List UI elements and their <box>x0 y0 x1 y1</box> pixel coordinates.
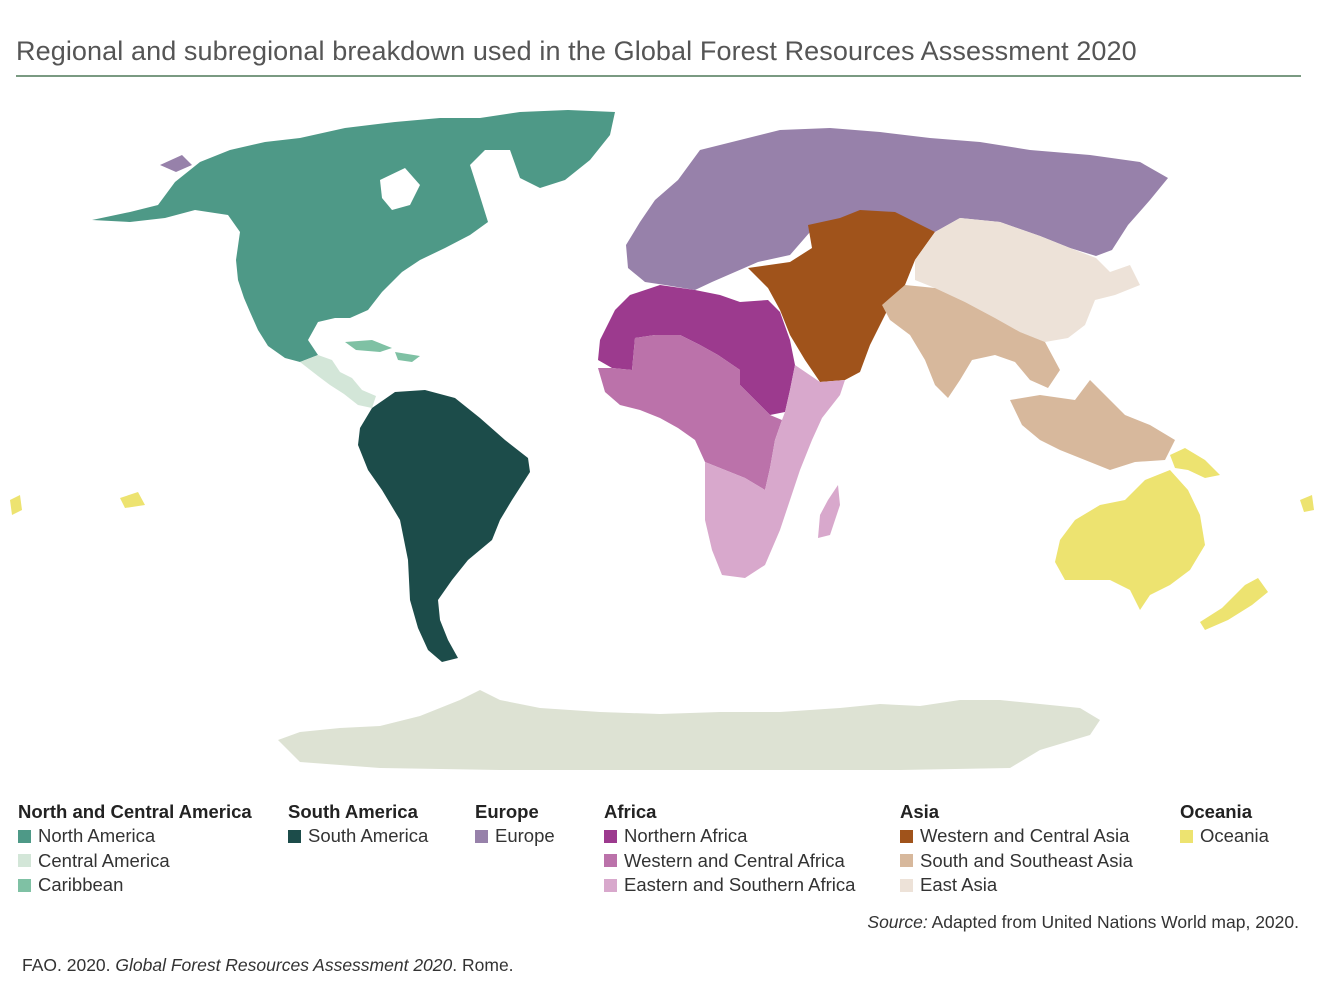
region-madagascar <box>818 485 840 538</box>
legend-heading: North and Central America <box>18 801 252 822</box>
legend-item: South America <box>288 824 428 849</box>
legend-heading: Europe <box>475 801 539 822</box>
world-map <box>10 110 1314 770</box>
legend-swatch <box>604 829 617 843</box>
legend-swatch <box>1180 829 1193 843</box>
legend-heading: Asia <box>900 801 940 822</box>
legend-item: Oceania <box>1180 824 1269 849</box>
legend-heading: Africa <box>604 801 657 822</box>
title-divider <box>16 75 1301 77</box>
legend-item: Western and Central Africa <box>604 849 855 874</box>
source-text: Adapted from United Nations World map, 2… <box>927 912 1299 932</box>
source-label: Source: <box>867 912 928 932</box>
region-east-asia <box>915 218 1140 342</box>
region-northern-africa <box>598 285 795 415</box>
legend-heading: Oceania <box>1180 801 1252 822</box>
region-new-guinea <box>1170 448 1220 478</box>
legend-swatch <box>604 878 617 892</box>
region-new-zealand <box>1200 578 1268 630</box>
legend-item: Western and Central Asia <box>900 824 1133 849</box>
legend-item: East Asia <box>900 873 1133 898</box>
region-south-america <box>358 390 530 662</box>
legend-item: North America <box>18 824 252 849</box>
legend-swatch <box>288 829 301 843</box>
citation-title: Global Forest Resources Assessment 2020 <box>115 955 453 975</box>
region-caribbean <box>345 340 392 352</box>
region-western-central-africa <box>598 335 782 490</box>
region-chukotka <box>160 155 192 172</box>
legend-group-europe: Europe Europe <box>475 800 555 849</box>
legend-group-oceania: Oceania Oceania <box>1180 800 1269 849</box>
citation: FAO. 2020. Global Forest Resources Asses… <box>22 955 514 976</box>
region-central-america <box>300 355 376 408</box>
region-eastern-southern-africa <box>705 365 845 578</box>
legend-group-south-america: South America South America <box>288 800 428 849</box>
citation-prefix: FAO. 2020. <box>22 955 116 975</box>
region-caribbean-islands <box>395 352 420 362</box>
legend-item: Central America <box>18 849 252 874</box>
region-europe <box>626 128 1168 290</box>
legend-swatch <box>900 878 913 892</box>
legend-group-north-central-america: North and Central America North America … <box>18 800 252 898</box>
region-australia <box>1055 470 1205 610</box>
citation-suffix: . Rome. <box>452 955 514 975</box>
legend-group-asia: Asia Western and Central Asia South and … <box>900 800 1133 898</box>
map-legend: North and Central America North America … <box>0 800 1329 900</box>
legend-item: Eastern and Southern Africa <box>604 873 855 898</box>
legend-swatch <box>900 829 913 843</box>
region-north-america <box>92 110 615 362</box>
legend-swatch <box>604 854 617 868</box>
legend-group-africa: Africa Northern Africa Western and Centr… <box>604 800 855 898</box>
region-south-southeast-asia <box>882 285 1060 398</box>
legend-heading: South America <box>288 801 418 822</box>
source-note: Source: Adapted from United Nations Worl… <box>867 912 1299 933</box>
legend-swatch <box>18 878 31 892</box>
legend-swatch <box>18 854 31 868</box>
region-southeast-asia-islands <box>1010 380 1175 470</box>
legend-swatch <box>900 854 913 868</box>
legend-swatch <box>475 829 488 843</box>
legend-item: Northern Africa <box>604 824 855 849</box>
legend-item: Caribbean <box>18 873 252 898</box>
region-western-central-asia <box>748 210 935 382</box>
map-title: Regional and subregional breakdown used … <box>16 36 1137 66</box>
legend-item: Europe <box>475 824 555 849</box>
legend-item: South and Southeast Asia <box>900 849 1133 874</box>
legend-swatch <box>18 829 31 843</box>
region-antarctica <box>278 690 1100 770</box>
